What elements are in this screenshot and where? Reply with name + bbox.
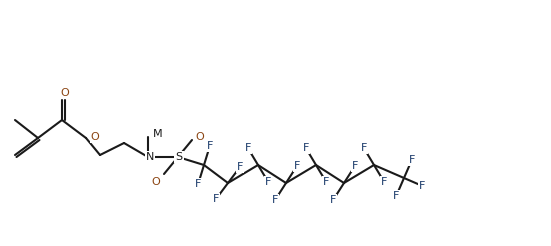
Text: S: S	[175, 152, 182, 162]
Text: O: O	[61, 88, 69, 98]
Text: F: F	[237, 162, 243, 172]
Text: F: F	[294, 161, 300, 171]
Text: F: F	[323, 177, 329, 187]
Text: F: F	[330, 195, 336, 205]
Text: F: F	[207, 141, 213, 151]
Text: M: M	[153, 129, 163, 139]
Text: F: F	[381, 177, 387, 187]
Text: F: F	[272, 195, 278, 205]
Text: N: N	[146, 152, 154, 162]
Text: F: F	[245, 143, 251, 153]
Text: F: F	[213, 194, 219, 204]
Text: F: F	[419, 181, 425, 191]
Text: F: F	[352, 161, 358, 171]
Text: F: F	[265, 177, 272, 187]
Text: F: F	[393, 191, 399, 201]
Text: F: F	[302, 143, 309, 153]
Text: F: F	[195, 179, 201, 189]
Text: F: F	[360, 143, 367, 153]
Text: O: O	[152, 177, 160, 187]
Text: O: O	[196, 132, 204, 142]
Text: F: F	[409, 155, 415, 165]
Text: O: O	[90, 132, 99, 142]
